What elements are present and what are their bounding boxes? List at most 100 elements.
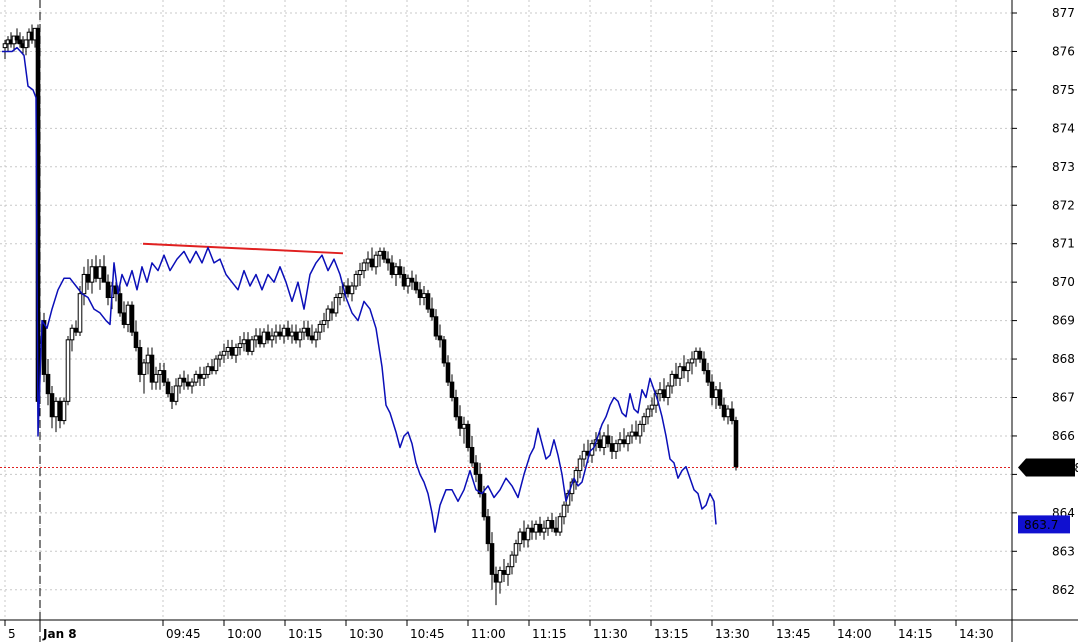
candle-body [361, 262, 367, 272]
y-tick-label: 862 [1052, 583, 1075, 597]
grid [0, 0, 1012, 642]
candle-body [661, 389, 667, 398]
candle-body [449, 381, 455, 398]
x-tick-label: 09:45 [166, 627, 201, 641]
candle-body [265, 331, 271, 341]
candle-body [245, 339, 251, 352]
y-tick-label: 872 [1052, 198, 1075, 212]
candle-body [149, 354, 155, 383]
series-group [2, 46, 717, 533]
candle-body [65, 339, 71, 402]
candle-body [501, 570, 507, 575]
candle-body [297, 331, 303, 341]
candle-body [173, 385, 179, 402]
candle-body [393, 266, 399, 275]
candle-body [389, 262, 395, 275]
candle-body [537, 523, 543, 533]
candle-body [601, 435, 607, 448]
candle-body [193, 373, 199, 383]
x-tick-label: 14:00 [837, 627, 872, 641]
last-price-label: 865.18 [1040, 461, 1078, 475]
candle-body [433, 316, 439, 337]
candle-body [213, 358, 219, 372]
y-tick-label: 873 [1052, 160, 1075, 174]
candle-body [73, 327, 79, 333]
candle-body [121, 312, 127, 325]
y-tick-label: 877 [1052, 6, 1075, 20]
candle-body [269, 335, 275, 341]
y-tick-label: 870 [1052, 275, 1075, 289]
candle-body [533, 523, 539, 533]
candle-body [313, 331, 319, 341]
candle-body [405, 277, 411, 287]
trendline [142, 242, 344, 255]
candle-body [553, 527, 559, 533]
candle-body [377, 250, 383, 256]
candle-body [177, 377, 183, 387]
candle-body [293, 331, 299, 341]
candle-body [89, 266, 95, 283]
candle-body [321, 320, 327, 325]
x-tick-label: 10:45 [410, 627, 445, 641]
candle-body [273, 331, 279, 337]
candle-body [617, 439, 623, 445]
x-tick-label: 11:15 [532, 627, 567, 641]
candle-body [709, 381, 715, 398]
candle-body [217, 354, 223, 360]
candle-body [729, 408, 735, 422]
candle-body [289, 331, 295, 337]
candle-body [45, 373, 51, 395]
candle-body [165, 381, 171, 395]
candle-body [329, 308, 335, 314]
candle-body [337, 293, 343, 299]
candle-body [625, 435, 631, 445]
candle-body [413, 281, 419, 291]
candle-body [505, 566, 511, 575]
candle-body [61, 400, 67, 422]
candle-body [733, 420, 739, 468]
x-tick-label: 10:15 [288, 627, 323, 641]
candle-body [705, 370, 711, 383]
candle-body [517, 531, 523, 545]
x-tick-label: 11:30 [593, 627, 628, 641]
candle-body [49, 393, 55, 418]
candle-body [189, 381, 195, 387]
candle-body [285, 327, 291, 337]
candle-body [381, 250, 387, 260]
candle-body [277, 331, 283, 337]
candle-body [481, 493, 487, 518]
candles-group [2, 24, 739, 606]
candle-body [14, 35, 20, 41]
candle-body [23, 39, 29, 49]
y-tick-label: 869 [1052, 314, 1075, 328]
candle-body [473, 462, 479, 475]
candle-body [665, 385, 671, 398]
candle-body [497, 570, 503, 583]
candle-body [221, 350, 227, 356]
candle-body [77, 293, 83, 333]
candle-body [649, 404, 655, 410]
candle-body [605, 435, 611, 445]
candle-body [597, 439, 603, 448]
candle-body [281, 327, 287, 337]
candle-body [309, 335, 315, 341]
candle-body [469, 446, 475, 464]
x-tick-label: 13:30 [715, 627, 750, 641]
y-tick-label: 874 [1052, 121, 1075, 135]
candle-body [353, 273, 359, 287]
x-tick-label: 14:15 [898, 627, 933, 641]
candle-body [81, 273, 87, 295]
y-tick-label: 876 [1052, 44, 1075, 58]
candle-body [613, 443, 619, 452]
candle-body [229, 347, 235, 356]
candle-body [641, 416, 647, 425]
candle-body [253, 335, 259, 341]
y-tick-label: 875 [1052, 83, 1075, 97]
candle-body [621, 439, 627, 445]
candle-body [209, 366, 215, 372]
candle-body [365, 258, 371, 264]
candle-body [525, 527, 531, 541]
candle-body [541, 527, 547, 533]
candle-body [385, 258, 391, 264]
